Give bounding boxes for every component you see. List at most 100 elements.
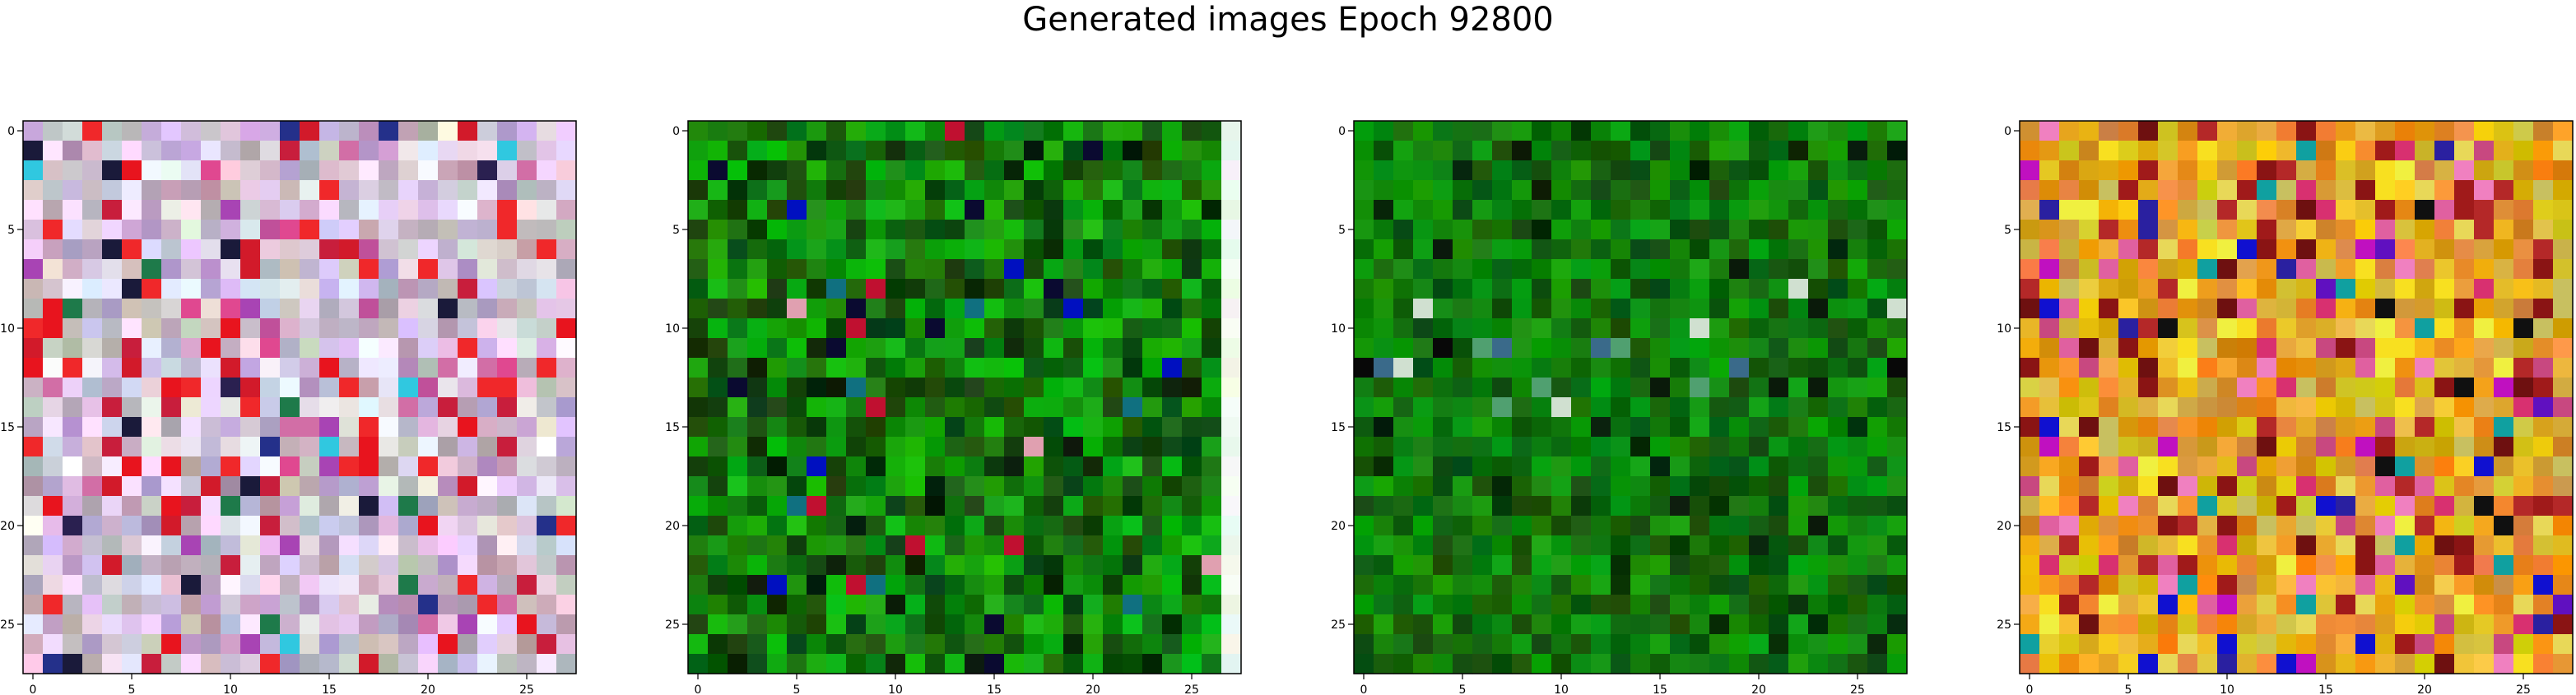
pixel-cell bbox=[240, 555, 261, 576]
pixel-cell bbox=[556, 239, 577, 260]
pixel-cell bbox=[1808, 279, 1829, 299]
pixel-cell bbox=[418, 378, 439, 398]
pixel-cell bbox=[747, 121, 768, 141]
pixel-cell bbox=[767, 535, 788, 556]
pixel-cell bbox=[1749, 397, 1769, 418]
pixel-cell bbox=[300, 200, 320, 220]
pixel-cell bbox=[517, 595, 537, 615]
pixel-cell bbox=[2316, 476, 2337, 497]
pixel-cell bbox=[2197, 358, 2218, 378]
pixel-cell bbox=[1182, 437, 1202, 457]
pixel-cell bbox=[2513, 358, 2534, 378]
pixel-cell bbox=[1393, 358, 1414, 378]
pixel-cell bbox=[2039, 614, 2060, 635]
pixel-cell bbox=[1670, 121, 1690, 141]
pixel-cell bbox=[221, 634, 241, 655]
pixel-cell bbox=[1749, 279, 1769, 299]
pixel-cell bbox=[240, 259, 261, 280]
pixel-cell bbox=[1202, 397, 1222, 418]
pixel-cell bbox=[556, 516, 577, 536]
pixel-cell bbox=[866, 516, 886, 536]
pixel-cell bbox=[319, 456, 340, 477]
pixel-cell bbox=[2118, 614, 2139, 635]
pixel-cell bbox=[1182, 496, 1202, 517]
pixel-cell bbox=[965, 121, 985, 141]
pixel-cell bbox=[1808, 634, 1829, 655]
pixel-cell bbox=[1808, 299, 1829, 319]
pixel-cell bbox=[1472, 417, 1493, 438]
pixel-cell bbox=[1354, 575, 1374, 595]
pixel-cell bbox=[1063, 555, 1084, 576]
pixel-cell bbox=[438, 338, 458, 359]
pixel-cell bbox=[2237, 279, 2257, 299]
pixel-cell bbox=[477, 160, 498, 181]
pixel-cell bbox=[2237, 160, 2257, 181]
pixel-cell bbox=[2079, 417, 2099, 438]
pixel-cell bbox=[122, 239, 142, 260]
pixel-cell bbox=[1162, 160, 1183, 181]
pixel-cell bbox=[2474, 496, 2495, 517]
pixel-cell bbox=[1492, 338, 1513, 359]
pixel-cell bbox=[122, 338, 142, 359]
pixel-cell bbox=[398, 476, 419, 497]
pixel-cell bbox=[1413, 378, 1434, 398]
pixel-cell bbox=[2336, 595, 2356, 615]
pixel-cell bbox=[2099, 417, 2119, 438]
pixel-cell bbox=[438, 358, 458, 378]
pixel-cell bbox=[43, 555, 63, 576]
pixel-cell bbox=[2494, 496, 2514, 517]
pixel-cell bbox=[556, 259, 577, 280]
pixel-cell bbox=[1103, 496, 1123, 517]
pixel-cell bbox=[379, 516, 399, 536]
pixel-cell bbox=[2138, 654, 2159, 674]
pixel-cell bbox=[2178, 456, 2198, 477]
pixel-cell bbox=[1123, 121, 1143, 141]
pixel-cell bbox=[1611, 299, 1631, 319]
pixel-cell bbox=[1393, 654, 1414, 674]
pixel-cell bbox=[826, 614, 847, 635]
pixel-cell bbox=[2237, 476, 2257, 497]
pixel-cell bbox=[2059, 535, 2080, 556]
pixel-cell bbox=[1354, 318, 1374, 339]
pixel-cell bbox=[181, 437, 202, 457]
pixel-cell bbox=[2178, 496, 2198, 517]
pixel-cell bbox=[221, 417, 241, 438]
pixel-cell bbox=[2513, 437, 2534, 457]
pixel-cell bbox=[2059, 397, 2080, 418]
pixel-cell bbox=[984, 279, 1005, 299]
pixel-cell bbox=[2118, 338, 2139, 359]
pixel-cell bbox=[2494, 456, 2514, 477]
pixel-cell bbox=[1063, 220, 1084, 240]
pixel-cell bbox=[1004, 200, 1025, 220]
pixel-cell bbox=[1004, 614, 1025, 635]
pixel-cell bbox=[965, 259, 985, 280]
pixel-cell bbox=[1162, 239, 1183, 260]
pixel-cell bbox=[1044, 279, 1064, 299]
pixel-cell bbox=[1650, 634, 1671, 655]
pixel-cell bbox=[398, 555, 419, 576]
pixel-cell bbox=[925, 220, 946, 240]
pixel-cell bbox=[767, 358, 788, 378]
pixel-cell bbox=[1749, 378, 1769, 398]
pixel-cell bbox=[2020, 239, 2040, 260]
pixel-cell bbox=[398, 180, 419, 201]
pixel-cell bbox=[708, 121, 728, 141]
pixel-cell bbox=[181, 378, 202, 398]
pixel-cell bbox=[1611, 614, 1631, 635]
pixel-cell bbox=[23, 220, 44, 240]
pixel-cell bbox=[866, 535, 886, 556]
pixel-cell bbox=[826, 358, 847, 378]
pixel-cell bbox=[2474, 318, 2495, 339]
pixel-cell bbox=[161, 259, 182, 280]
pixel-cell bbox=[905, 200, 926, 220]
pixel-cell bbox=[359, 516, 379, 536]
pixel-cell bbox=[63, 121, 83, 141]
pixel-cell bbox=[807, 220, 827, 240]
pixel-cell bbox=[2474, 358, 2495, 378]
pixel-cell bbox=[1690, 437, 1710, 457]
pixel-cell bbox=[2336, 160, 2356, 181]
pixel-cell bbox=[1769, 654, 1789, 674]
pixel-cell bbox=[1532, 318, 1552, 339]
pixel-cell bbox=[1004, 239, 1025, 260]
pixel-cell bbox=[1063, 634, 1084, 655]
